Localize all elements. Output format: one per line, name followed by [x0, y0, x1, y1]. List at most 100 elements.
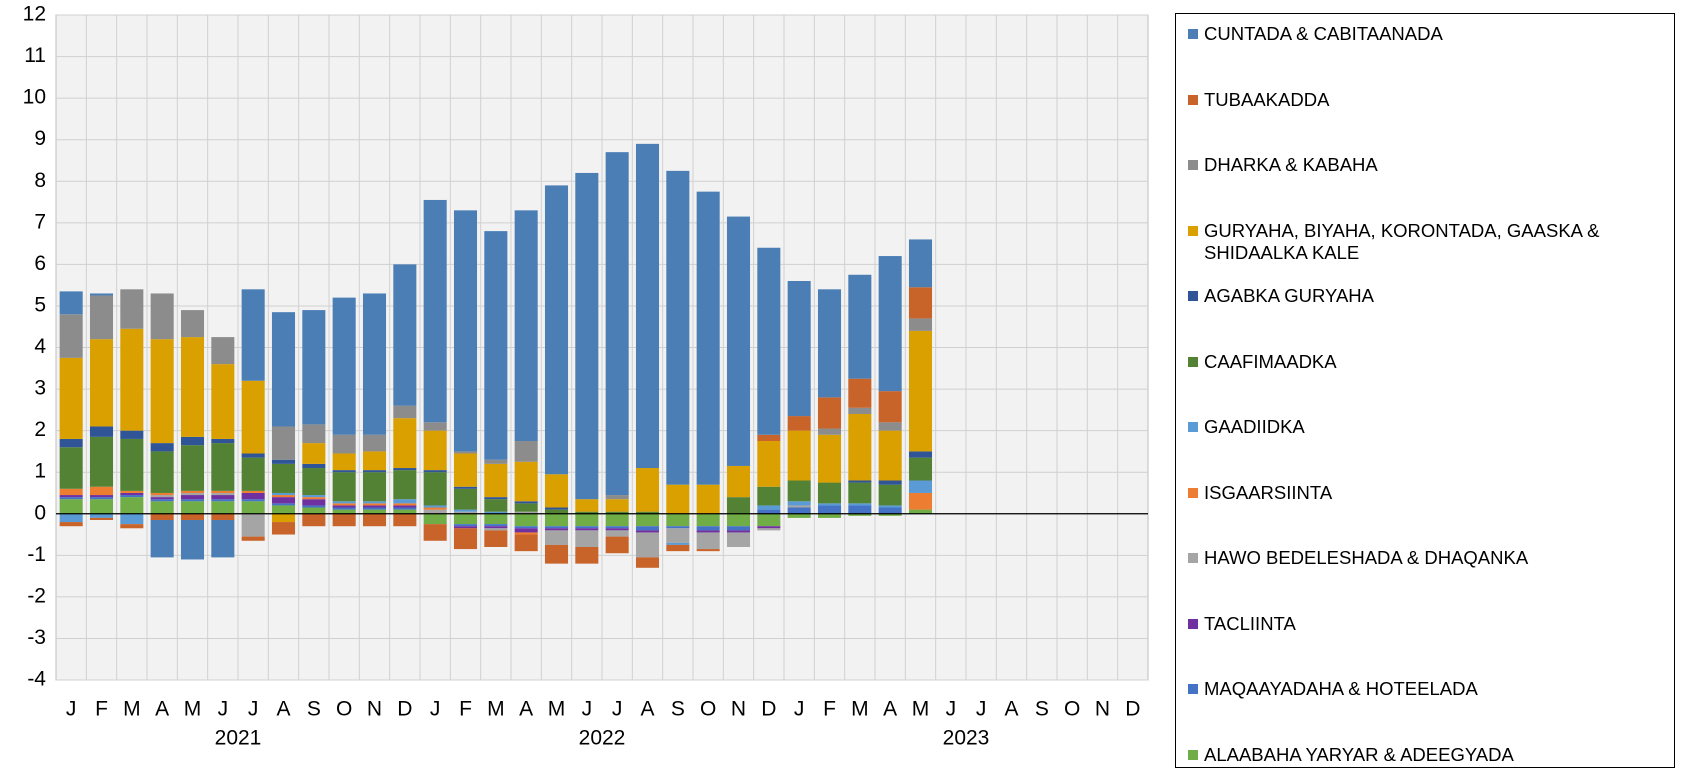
- bar-segment: [89, 436, 114, 487]
- legend-item: DHARKA & KABAHA: [1188, 154, 1658, 176]
- bar-segment: [514, 210, 538, 442]
- legend-label: CAAFIMAADKA: [1204, 350, 1337, 372]
- bar-segment: [757, 526, 781, 529]
- bar-segment: [575, 530, 599, 547]
- x-tick-label: S: [671, 698, 685, 721]
- bar-segment: [666, 528, 690, 543]
- legend-label: GURYAHA, BIYAHA, KORONTADA, GAASKA & SHI…: [1204, 219, 1600, 263]
- year-label: 2021: [215, 727, 262, 750]
- bar-segment: [271, 463, 296, 493]
- bar-segment: [180, 519, 205, 560]
- bar-segment: [817, 434, 842, 483]
- bar-segment: [120, 289, 144, 329]
- bar-segment: [89, 513, 114, 518]
- y-tick-label: 12: [23, 3, 46, 26]
- bar-segment: [180, 490, 205, 493]
- bar-segment: [393, 507, 417, 510]
- bar-segment: [848, 480, 872, 483]
- bar-segment: [787, 480, 811, 502]
- bar-segment: [878, 391, 902, 423]
- y-tick-label: -2: [27, 584, 46, 607]
- bar-segment: [211, 501, 235, 514]
- legend-item: ALAABAHA YARYAR & ADEEGYADA: [1188, 744, 1658, 766]
- bar-segment: [605, 530, 629, 537]
- y-tick-label: 4: [34, 335, 46, 358]
- legend-swatch: [1188, 94, 1198, 105]
- bar-segment: [514, 511, 538, 514]
- bar-segment: [89, 499, 114, 514]
- bar-segment: [120, 495, 144, 498]
- bar-segment: [302, 505, 326, 508]
- bar-segment: [393, 503, 417, 506]
- legend-label: DHARKA & KABAHA: [1204, 154, 1378, 175]
- bar-segment: [514, 532, 538, 535]
- x-tick-label: F: [459, 698, 472, 721]
- bar-segment: [878, 480, 902, 485]
- bar-segment: [848, 414, 872, 481]
- bar-segment: [696, 484, 720, 514]
- legend-label: GAADIIDKA: [1204, 416, 1305, 437]
- bar-segment: [302, 424, 326, 444]
- bar-segment: [848, 513, 872, 516]
- bar-segment: [120, 490, 144, 493]
- bar-segment: [666, 526, 690, 529]
- bar-segment: [302, 468, 326, 496]
- bar-segment: [514, 534, 538, 552]
- bar-segment: [423, 513, 447, 525]
- bar-segment: [211, 490, 235, 493]
- bar-segment: [59, 499, 83, 514]
- x-tick-label: M: [184, 698, 202, 721]
- bar-segment: [453, 526, 478, 529]
- bar-segment: [393, 468, 417, 471]
- y-tick-label: 11: [24, 44, 46, 67]
- bar-segment: [605, 513, 629, 527]
- bar-segment: [332, 453, 356, 471]
- bar-segment: [878, 256, 902, 392]
- y-tick-label: 10: [23, 86, 46, 109]
- bar-segment: [726, 497, 751, 514]
- bar-segment: [635, 511, 660, 514]
- bar-segment: [89, 426, 114, 437]
- bar-segment: [393, 418, 417, 469]
- bar-segment: [484, 231, 508, 460]
- legend-label: HAWO BEDELESHADA & DHAQANKA: [1204, 547, 1529, 568]
- bar-segment: [575, 172, 599, 500]
- bar-segment: [726, 216, 751, 466]
- bar-segment: [362, 470, 387, 473]
- bar-segment: [696, 526, 720, 531]
- bar-segment: [332, 507, 356, 510]
- bar-segment: [362, 503, 387, 506]
- bar-segment: [605, 536, 629, 554]
- bar-segment: [787, 507, 811, 514]
- bar-segment: [666, 544, 690, 552]
- x-tick-label: J: [612, 698, 623, 721]
- bar-segment: [544, 509, 569, 514]
- legend-swatch: [1188, 553, 1198, 563]
- bar-segment: [241, 536, 265, 541]
- bar-segment: [423, 199, 447, 423]
- legend-label: CUNTADA & CABITAANADA: [1204, 23, 1443, 44]
- bar-segment: [635, 557, 660, 568]
- x-tick-label: N: [1095, 698, 1110, 721]
- bar-segment: [908, 287, 933, 319]
- bar-segment: [453, 451, 478, 454]
- bar-segment: [211, 492, 235, 496]
- legend-item: TUBAAKADDA: [1188, 89, 1658, 111]
- bar-segment: [393, 505, 417, 508]
- bar-segment: [726, 465, 751, 498]
- bar-segment: [271, 495, 296, 498]
- bar-segment: [817, 503, 842, 506]
- legend-swatch: [1188, 356, 1198, 367]
- bar-segment: [211, 364, 235, 439]
- x-tick-label: A: [883, 698, 897, 721]
- bar-segment: [271, 312, 296, 427]
- y-tick-label: 0: [34, 501, 46, 524]
- legend-label: ALAABAHA YARYAR & ADEEGYADA: [1204, 743, 1514, 765]
- bar-segment: [332, 509, 356, 514]
- bar-segment: [302, 495, 326, 498]
- bar-segment: [696, 549, 720, 552]
- bar-segment: [575, 526, 599, 529]
- bar-segment: [696, 532, 720, 550]
- legend-swatch: [1188, 422, 1198, 432]
- bar-segment: [332, 503, 356, 506]
